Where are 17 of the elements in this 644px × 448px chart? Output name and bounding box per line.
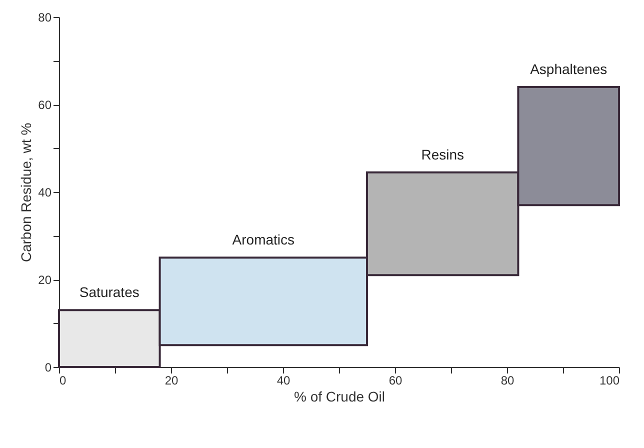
y-tick-label: 20	[38, 273, 52, 287]
y-tick-label: 40	[38, 186, 52, 200]
y-tick-label: 80	[38, 10, 52, 24]
x-tick-label: 100	[599, 374, 620, 388]
x-tick-label: 0	[60, 374, 66, 388]
y-tick-label: 60	[38, 98, 52, 112]
category-label: Resins	[421, 146, 464, 162]
x-tick-label: 80	[500, 374, 514, 388]
y-axis-title: Carbon Residue, wt %	[18, 122, 34, 262]
y-tick-label: 0	[44, 360, 52, 374]
category-label: Saturates	[79, 284, 140, 300]
x-tick-label: 60	[388, 374, 402, 388]
x-axis-title: % of Crude Oil	[294, 388, 386, 404]
x-tick-label: 40	[276, 374, 290, 388]
x-tick-label: 20	[164, 374, 178, 388]
category-label: Asphaltenes	[530, 61, 608, 77]
category-label: Aromatics	[232, 232, 295, 248]
